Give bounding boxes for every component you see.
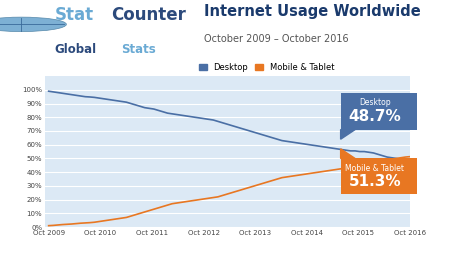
Text: Counter: Counter — [111, 6, 186, 24]
Text: Global: Global — [55, 43, 97, 56]
FancyBboxPatch shape — [341, 158, 417, 194]
FancyBboxPatch shape — [341, 93, 417, 130]
Circle shape — [0, 17, 66, 31]
Text: Mobile & Tablet: Mobile & Tablet — [345, 164, 404, 173]
Text: 51.3%: 51.3% — [348, 174, 401, 189]
Text: 48.7%: 48.7% — [348, 109, 401, 124]
Text: Stat: Stat — [55, 6, 94, 24]
Legend: Desktop, Mobile & Tablet: Desktop, Mobile & Tablet — [199, 63, 335, 72]
Polygon shape — [341, 149, 355, 158]
Polygon shape — [341, 130, 355, 139]
Text: Desktop: Desktop — [359, 99, 391, 107]
Text: Stats: Stats — [121, 43, 155, 56]
Text: October 2009 – October 2016: October 2009 – October 2016 — [204, 34, 348, 44]
Text: Internet Usage Worldwide: Internet Usage Worldwide — [204, 4, 420, 19]
